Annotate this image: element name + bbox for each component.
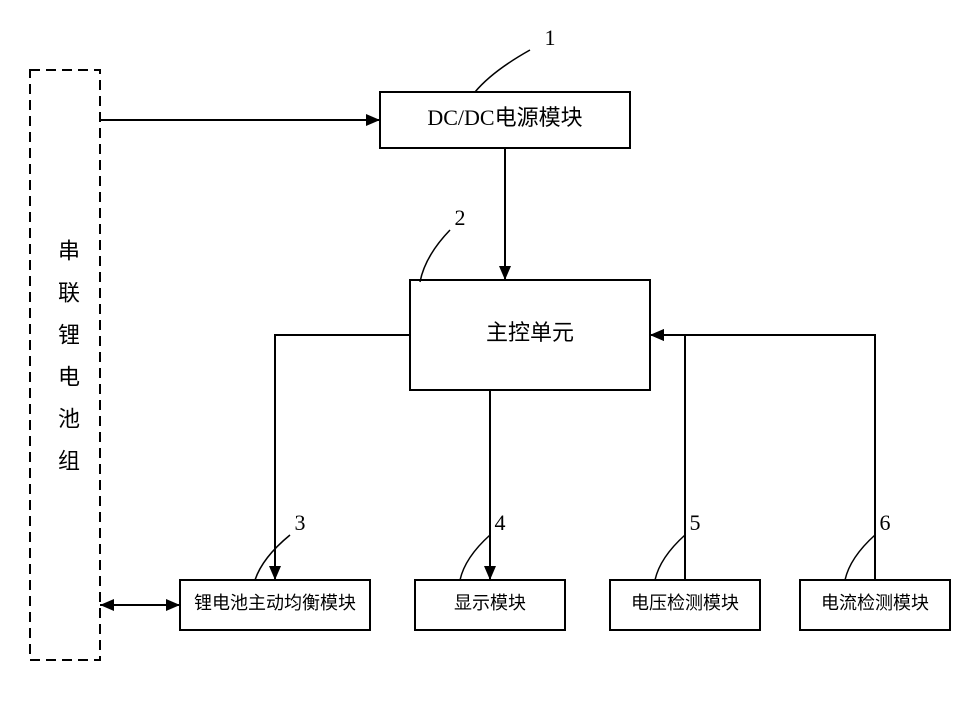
node-display: 显示模块 [415, 580, 565, 630]
edge-dcdc-to-mcu [499, 148, 511, 280]
ref-n4: 4 [460, 510, 506, 580]
edge-battery-to-dcdc [100, 114, 380, 126]
node-mcu: 主控单元 [410, 280, 650, 390]
edge-mcu-to-balance [269, 335, 410, 580]
ref-num-n4: 4 [495, 510, 506, 535]
ref-n6: 6 [845, 510, 891, 580]
edge-current-to-mcu [650, 329, 875, 580]
label-voltage: 电压检测模块 [631, 593, 739, 613]
ref-n5: 5 [655, 510, 701, 580]
ref-n1: 1 [475, 25, 556, 92]
diagram-canvas: 串联锂电池组 DC/DC电源模块主控单元锂电池主动均衡模块 显示模块 电压检测模块 电流… [0, 0, 966, 708]
ref-num-n6: 6 [880, 510, 891, 535]
edge-balance-battery [100, 599, 180, 611]
label-dcdc: DC/DC电源模块 [427, 105, 582, 130]
edge-mcu-to-display [484, 390, 496, 580]
label-mcu: 主控单元 [486, 320, 574, 345]
ref-n2: 2 [420, 205, 466, 282]
node-battery: 串联锂电池组 [30, 70, 100, 660]
label-balance: 锂电池主动均衡模块 [194, 593, 356, 613]
node-current: 电流检测模块 [800, 580, 950, 630]
ref-n3: 3 [255, 510, 306, 580]
edge-voltage-to-mcu [650, 329, 685, 580]
ref-num-n5: 5 [690, 510, 701, 535]
ref-num-n1: 1 [545, 25, 556, 50]
ref-num-n2: 2 [455, 205, 466, 230]
ref-num-n3: 3 [295, 510, 306, 535]
node-voltage: 电压检测模块 [610, 580, 760, 630]
label-battery: 串联锂电池组 [55, 239, 80, 491]
label-display: 显示模块 [454, 593, 526, 613]
node-dcdc: DC/DC电源模块 [380, 92, 630, 148]
label-current: 电流检测模块 [821, 593, 929, 613]
node-balance: 锂电池主动均衡模块 [180, 580, 370, 630]
